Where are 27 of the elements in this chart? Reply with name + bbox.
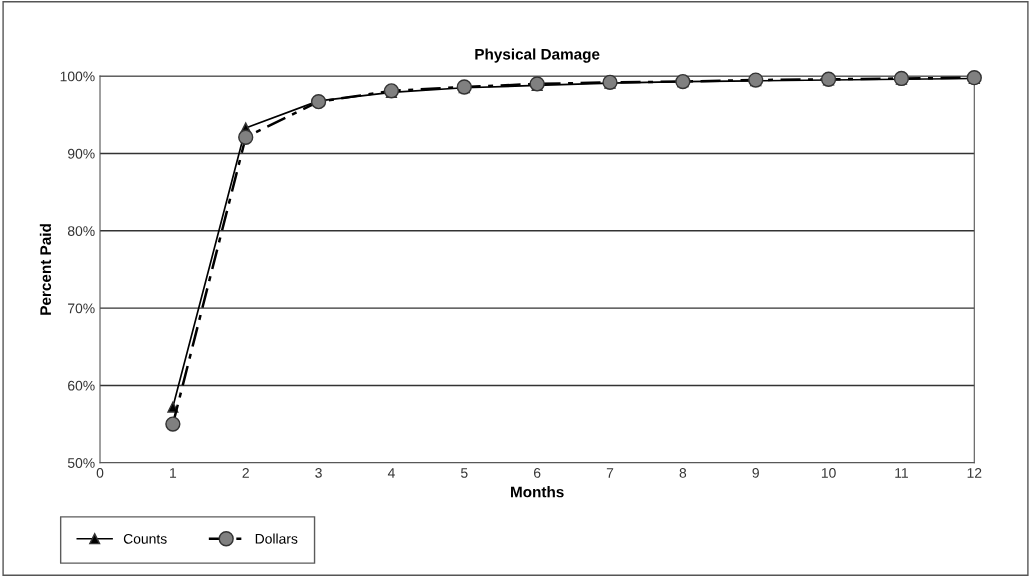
x-tick-label: 7 <box>606 468 614 478</box>
y-tick-label: 60% <box>68 380 95 391</box>
y-tick-label: 80% <box>67 226 95 236</box>
x-tick-label: 11 <box>895 468 908 478</box>
x-axis-title: Months <box>511 486 564 498</box>
x-tick-label: 4 <box>387 468 395 478</box>
y-tick-label: 90% <box>68 148 95 159</box>
x-tick-label: 9 <box>752 467 759 478</box>
x-tick-label: 12 <box>967 467 982 478</box>
y-tick-label: 70% <box>68 303 95 314</box>
x-tick-label: 10 <box>821 467 836 478</box>
point <box>238 129 254 145</box>
y-tick-label: 100% <box>60 71 95 82</box>
x-tick-label: 2 <box>242 467 249 478</box>
y-axis-title: Percent Paid <box>39 224 52 315</box>
x-tick-label: 1 <box>170 468 177 478</box>
chart-title: Physical Damage <box>475 48 600 63</box>
x-tick-label: 5 <box>460 468 468 478</box>
point <box>167 401 179 413</box>
x-tick-label: 8 <box>679 467 687 478</box>
x-tick-label: 0 <box>96 467 104 478</box>
y-tick-label: 50% <box>67 458 95 468</box>
legend-label: Counts <box>123 533 167 544</box>
x-tick-label: 3 <box>315 467 322 478</box>
x-tick-label: 6 <box>533 467 541 478</box>
legend-label: Dollars <box>255 533 298 544</box>
point <box>165 416 181 432</box>
